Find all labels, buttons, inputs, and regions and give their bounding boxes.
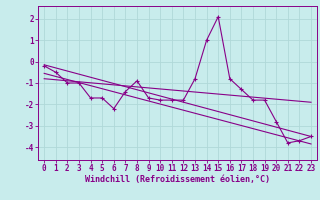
X-axis label: Windchill (Refroidissement éolien,°C): Windchill (Refroidissement éolien,°C) <box>85 175 270 184</box>
